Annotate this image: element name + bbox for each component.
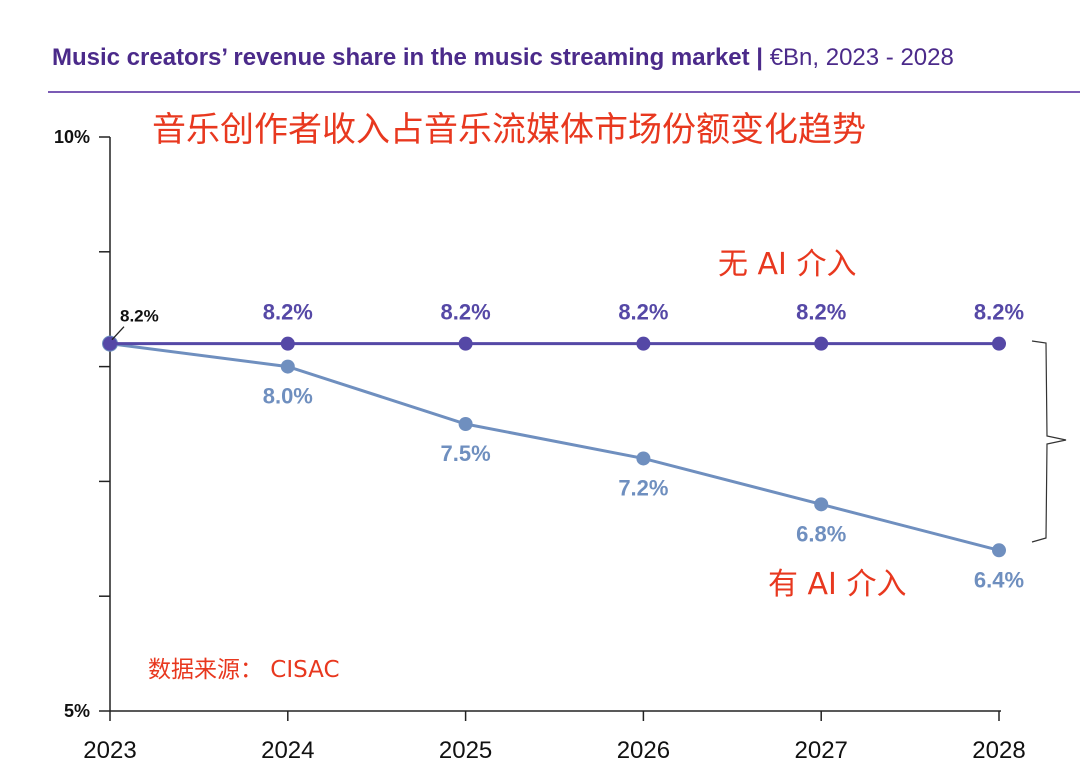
with-ai-annotation: 有 AI 介入 (768, 567, 906, 602)
data-point-no-ai (814, 336, 829, 351)
data-label-no-ai: 8.2% (120, 307, 159, 326)
data-point-with-ai (814, 497, 829, 512)
data-labels: 8.2% 8.2% 8.2% 8.2% 8.2% 8.2% 8.0% 7.5% 7.2% 6.8%… (111, 300, 1024, 592)
data-label-with-ai: 6.4% (974, 567, 1024, 592)
x-tick-label: 2028 (972, 737, 1025, 764)
y-tick-label: 10% (54, 127, 90, 147)
data-point-no-ai (280, 336, 295, 351)
source-note: 数据来源： CISAC (148, 657, 340, 683)
data-point-with-ai (636, 451, 651, 466)
x-tick-label: 2025 (439, 737, 492, 764)
label-leader-line (111, 326, 125, 341)
data-label-with-ai: 7.5% (441, 441, 491, 466)
axes: 10% 5% 2023 2024 2025 2026 2027 2028 (54, 127, 1026, 764)
data-point-no-ai (458, 336, 473, 351)
x-tick-label: 2023 (83, 737, 136, 764)
no-ai-annotation: 无 AI 介入 (718, 247, 856, 282)
series-group (102, 335, 1006, 558)
data-label-no-ai: 8.2% (974, 300, 1024, 325)
x-tick-label: 2027 (795, 737, 848, 764)
chart-header: Music creators’ revenue share in the mus… (52, 44, 954, 72)
data-point-with-ai (992, 543, 1006, 558)
data-label-with-ai: 7.2% (618, 475, 668, 500)
data-label-no-ai: 8.2% (618, 300, 668, 325)
data-label-with-ai: 6.8% (796, 521, 846, 546)
data-point-with-ai (458, 417, 473, 431)
y-tick-label: 5% (64, 701, 90, 721)
chart-title: Music creators’ revenue share in the mus… (52, 44, 764, 71)
data-point-no-ai (636, 336, 651, 351)
data-point-no-ai (992, 336, 1006, 351)
data-label-no-ai: 8.2% (263, 300, 313, 325)
chart-subtitle: €Bn, 2023 - 2028 (769, 44, 954, 71)
data-point-no-ai (103, 336, 117, 351)
chinese-title: 音乐创作者收入占音乐流媒体市场份额变化趋势 (152, 110, 866, 150)
data-label-no-ai: 8.2% (796, 300, 846, 325)
data-point-with-ai (280, 359, 295, 374)
x-tick-label: 2026 (617, 737, 670, 764)
data-label-with-ai: 8.0% (263, 384, 313, 409)
gap-brace (1031, 340, 1067, 543)
x-tick-label: 2024 (261, 737, 314, 764)
series-line-with-ai (109, 342, 1000, 552)
data-label-no-ai: 8.2% (441, 300, 491, 325)
header-divider (48, 91, 1080, 93)
